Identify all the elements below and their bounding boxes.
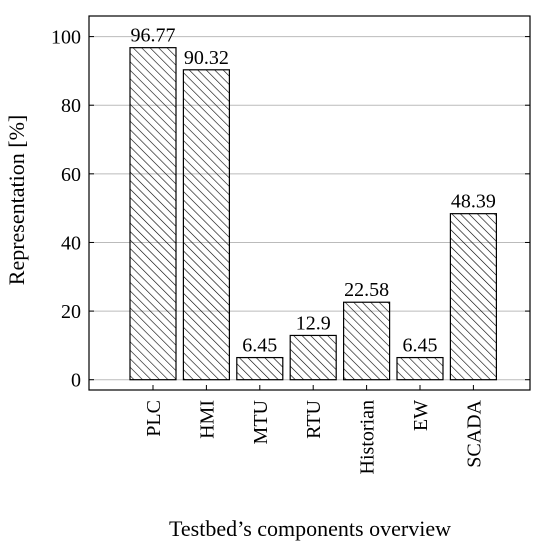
- bar: [236, 356, 284, 381]
- bar: [129, 47, 177, 381]
- x-tick-label: Historian: [357, 400, 379, 474]
- y-axis-title: Representation [%]: [4, 115, 29, 285]
- value-label: 6.45: [242, 335, 277, 357]
- x-tick-label: RTU: [303, 399, 325, 438]
- value-label: 6.45: [403, 335, 438, 357]
- y-tick-label: 60: [61, 164, 81, 186]
- value-label: 48.39: [451, 191, 496, 213]
- x-tick-label: SCADA: [463, 399, 485, 467]
- y-tick-label: 0: [71, 370, 81, 392]
- bar: [449, 213, 497, 381]
- y-tick-label: 100: [51, 27, 81, 49]
- y-tick-label: 40: [61, 232, 81, 254]
- x-tick-label: HMI: [196, 400, 218, 439]
- value-label: 12.9: [296, 312, 331, 334]
- plot-frame: [88, 15, 531, 391]
- bar: [182, 69, 230, 381]
- x-tick-label: PLC: [143, 400, 165, 437]
- value-label: 96.77: [131, 25, 176, 47]
- y-tick-label: 80: [61, 95, 81, 117]
- x-tick-label: EW: [410, 400, 432, 431]
- value-label: 22.58: [344, 279, 389, 301]
- bar: [343, 301, 391, 381]
- value-label: 90.32: [184, 47, 229, 69]
- bar: [396, 356, 444, 381]
- x-axis-title: Testbed’s components overview: [169, 516, 451, 541]
- bar: [289, 334, 337, 381]
- y-tick-label: 20: [61, 301, 81, 323]
- x-tick-label: MTU: [250, 399, 272, 444]
